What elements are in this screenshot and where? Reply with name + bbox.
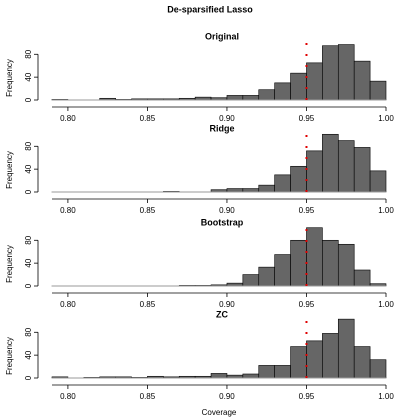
- bar: [274, 365, 291, 379]
- bar: [306, 227, 323, 287]
- y-tick-label: 80: [24, 235, 33, 244]
- y-tick-label: 40: [24, 164, 33, 173]
- bar: [337, 243, 355, 287]
- y-tick-label: 0: [24, 189, 33, 194]
- x-tick-label: 0.85: [140, 392, 156, 401]
- bar: [306, 150, 323, 193]
- bar: [274, 82, 291, 101]
- bar: [258, 89, 275, 101]
- y-tick-label: 40: [24, 350, 33, 359]
- x-tick-label: 0.95: [299, 300, 315, 309]
- bar: [306, 62, 323, 101]
- x-tick-label: 0.95: [299, 206, 315, 215]
- y-tick-label: 80: [24, 49, 33, 58]
- y-axis-label: Frequency: [5, 151, 14, 189]
- bar: [258, 365, 275, 379]
- bar: [242, 373, 260, 379]
- bar: [369, 170, 387, 193]
- y-axis-label: Frequency: [5, 245, 14, 283]
- x-tick-label: 0.80: [60, 206, 76, 215]
- panel-title: Bootstrap: [201, 217, 244, 227]
- bar: [353, 269, 371, 287]
- bar: [290, 72, 307, 101]
- x-tick-label: 0.85: [140, 114, 156, 123]
- y-tick-label: 0: [24, 283, 33, 288]
- y-tick-label: 80: [24, 141, 33, 150]
- x-tick-label: 0.80: [60, 392, 76, 401]
- y-tick-label: 0: [24, 97, 33, 102]
- y-tick-label: 0: [24, 375, 33, 380]
- x-tick-label: 0.80: [60, 114, 76, 123]
- x-axis-label: Coverage: [202, 408, 237, 417]
- x-tick-label: 1.00: [378, 392, 394, 401]
- bar: [290, 346, 307, 379]
- bar: [226, 188, 244, 193]
- x-tick-label: 0.90: [219, 206, 235, 215]
- bar: [322, 133, 339, 193]
- x-tick-label: 0.90: [219, 300, 235, 309]
- bar: [306, 340, 323, 379]
- bar: [258, 266, 275, 287]
- x-tick-label: 0.80: [60, 300, 76, 309]
- bar: [369, 359, 387, 379]
- bar: [353, 60, 371, 101]
- bar: [337, 44, 355, 101]
- bar: [210, 373, 228, 379]
- figure-title: De-sparsified Lasso: [167, 4, 253, 14]
- panel-title: ZC: [216, 309, 228, 319]
- x-tick-label: 1.00: [378, 206, 394, 215]
- bar: [242, 95, 260, 101]
- bar: [258, 184, 275, 193]
- x-tick-label: 0.95: [299, 392, 315, 401]
- bar: [353, 147, 371, 193]
- y-axis-label: Frequency: [5, 59, 14, 97]
- x-tick-label: 1.00: [378, 114, 394, 123]
- x-tick-label: 0.95: [299, 114, 315, 123]
- panel-title: Original: [205, 31, 239, 41]
- bar: [290, 165, 307, 193]
- panel-title: Ridge: [209, 123, 234, 133]
- x-tick-label: 1.00: [378, 300, 394, 309]
- y-axis-label: Frequency: [5, 337, 14, 375]
- bar: [322, 333, 339, 379]
- bar: [226, 95, 244, 101]
- bar: [274, 254, 291, 287]
- bar: [353, 346, 371, 379]
- x-tick-label: 0.85: [140, 300, 156, 309]
- y-tick-label: 40: [24, 258, 33, 267]
- y-tick-label: 40: [24, 72, 33, 81]
- bar: [274, 174, 291, 193]
- x-tick-label: 0.90: [219, 392, 235, 401]
- x-tick-label: 0.85: [140, 206, 156, 215]
- bar: [337, 140, 355, 193]
- bar: [290, 239, 307, 287]
- y-tick-label: 80: [24, 327, 33, 336]
- bar: [322, 239, 339, 287]
- bar: [322, 45, 339, 101]
- x-tick-label: 0.90: [219, 114, 235, 123]
- bar: [242, 188, 260, 193]
- bar: [337, 318, 355, 379]
- bar: [369, 80, 387, 101]
- bar: [242, 274, 260, 287]
